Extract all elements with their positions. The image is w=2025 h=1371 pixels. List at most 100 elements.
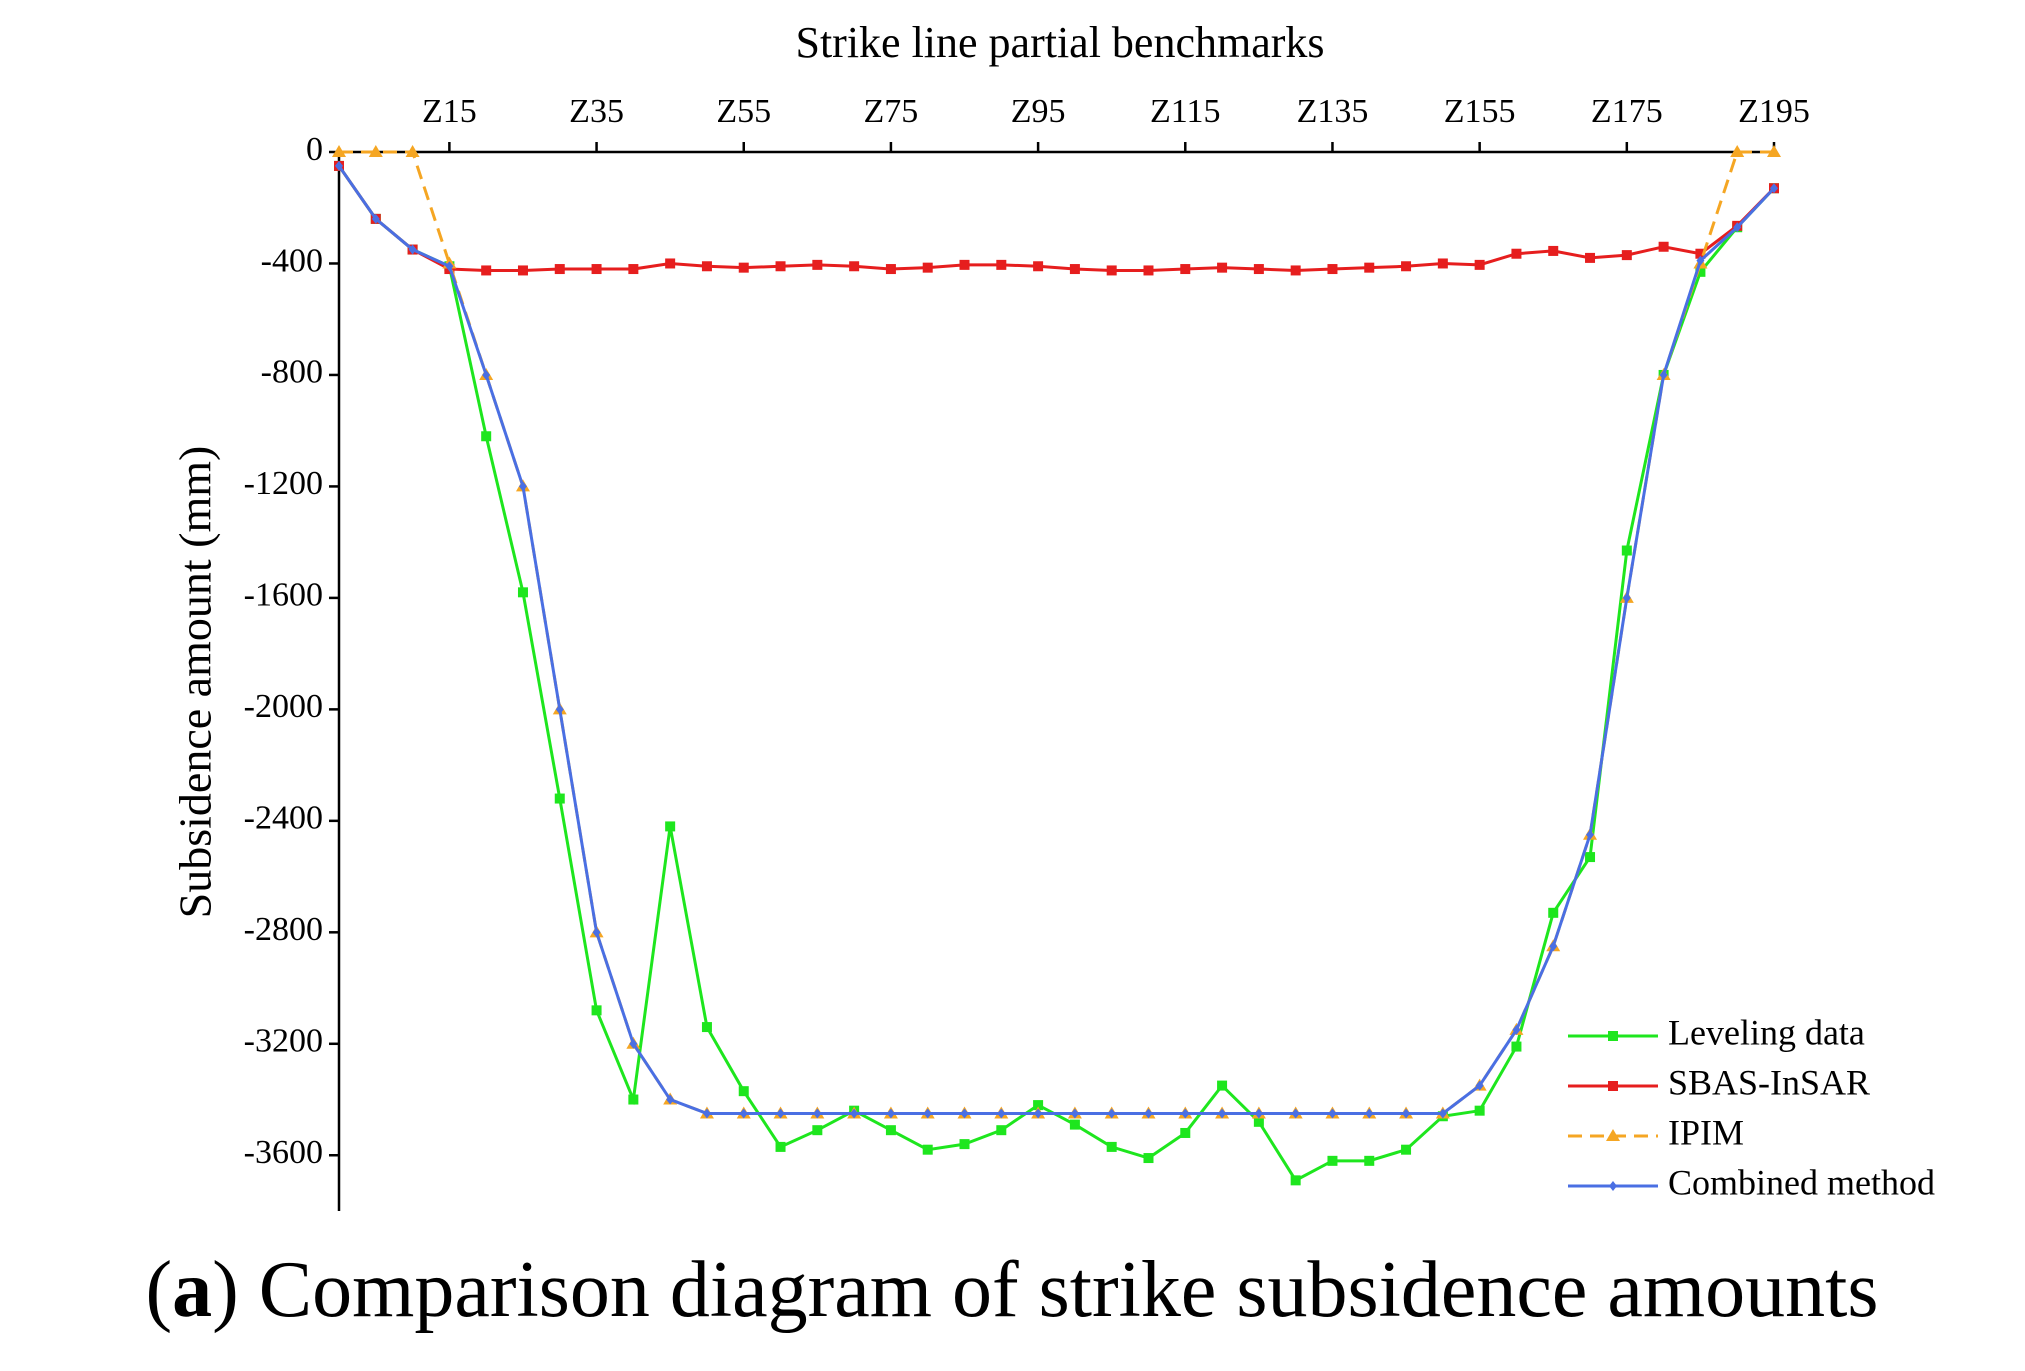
marker: [885, 1125, 896, 1136]
marker: [1695, 266, 1706, 277]
marker: [997, 1108, 1006, 1119]
marker: [1438, 1108, 1447, 1119]
marker: [332, 145, 346, 157]
marker: [1586, 829, 1595, 840]
marker: [996, 259, 1007, 270]
marker: [1548, 245, 1559, 256]
marker: [702, 1108, 711, 1119]
marker: [629, 1038, 638, 1049]
chart-title: Strike line partial benchmarks: [795, 18, 1324, 67]
y-tick-label: -2000: [244, 688, 323, 725]
marker: [1144, 1108, 1153, 1119]
marker: [701, 1022, 712, 1033]
marker: [665, 821, 676, 832]
marker: [1253, 1116, 1264, 1127]
marker: [1364, 262, 1375, 273]
series-line: [337, 165, 1776, 1115]
marker: [666, 1094, 675, 1105]
y-tick-label: -1200: [244, 465, 323, 502]
marker: [1437, 258, 1448, 269]
marker: [960, 1108, 969, 1119]
y-tick-label: -3600: [244, 1134, 323, 1171]
x-tick-label: Z115: [1150, 93, 1221, 130]
marker: [481, 431, 492, 442]
marker: [1291, 1108, 1300, 1119]
marker: [1069, 264, 1080, 275]
marker: [371, 213, 380, 224]
marker: [1217, 262, 1228, 273]
marker: [1474, 259, 1485, 270]
legend-marker: [1606, 1129, 1620, 1141]
marker: [335, 160, 343, 171]
marker: [996, 1125, 1007, 1136]
x-tick-label: Z55: [716, 93, 771, 130]
marker: [1217, 1080, 1228, 1091]
marker: [1180, 264, 1191, 275]
marker: [812, 259, 823, 270]
marker: [1770, 183, 1778, 194]
marker: [1585, 252, 1596, 263]
marker: [775, 261, 786, 272]
marker: [1733, 222, 1742, 233]
marker: [1365, 1108, 1374, 1119]
y-axis-label: Subsidence amount (mm): [170, 446, 221, 919]
y-tick-label: -1600: [244, 577, 323, 614]
marker: [776, 1108, 785, 1119]
marker: [923, 1108, 932, 1119]
y-tick-label: -800: [261, 354, 323, 391]
marker: [886, 1108, 895, 1119]
marker: [849, 261, 860, 272]
y-tick-label: -2800: [244, 911, 323, 948]
marker: [628, 1094, 639, 1105]
marker: [1475, 1080, 1484, 1091]
legend-label: Combined method: [1668, 1162, 1935, 1202]
marker: [1254, 1108, 1263, 1119]
marker: [1181, 1108, 1190, 1119]
marker: [482, 369, 491, 380]
marker: [1474, 1105, 1485, 1116]
x-tick-label: Z135: [1297, 93, 1369, 130]
marker: [1070, 1108, 1079, 1119]
caption-part: (: [146, 1246, 173, 1334]
marker: [1143, 265, 1154, 276]
marker: [1143, 1153, 1154, 1164]
marker: [1621, 545, 1632, 556]
x-tick-label: Z35: [569, 93, 624, 130]
marker: [1180, 1127, 1191, 1138]
marker: [517, 265, 528, 276]
marker: [1511, 248, 1522, 259]
marker: [1218, 1108, 1227, 1119]
marker: [1107, 1108, 1116, 1119]
marker: [405, 145, 420, 157]
legend-marker: [1608, 1081, 1618, 1091]
marker: [518, 481, 527, 492]
marker: [368, 145, 383, 157]
x-tick-label: Z15: [422, 93, 477, 130]
marker: [738, 262, 749, 273]
marker: [1402, 1108, 1411, 1119]
series-line: [339, 150, 1774, 1115]
marker: [555, 704, 564, 715]
x-tick-label: Z75: [864, 93, 919, 130]
marker: [665, 258, 676, 269]
marker: [885, 264, 896, 275]
marker: [738, 1086, 749, 1097]
x-tick-label: Z95: [1011, 93, 1066, 130]
marker: [1106, 265, 1117, 276]
marker: [628, 264, 639, 275]
marker: [1106, 1141, 1117, 1152]
marker: [1069, 1119, 1080, 1130]
marker: [1511, 1041, 1522, 1052]
marker: [1033, 1100, 1044, 1111]
marker: [1034, 1108, 1043, 1119]
marker: [1401, 261, 1412, 272]
marker: [554, 264, 565, 275]
marker: [701, 261, 712, 272]
marker: [1730, 145, 1745, 157]
marker: [775, 1141, 786, 1152]
marker: [1549, 941, 1558, 952]
x-tick-label: Z175: [1591, 93, 1663, 130]
marker: [1328, 1108, 1337, 1119]
